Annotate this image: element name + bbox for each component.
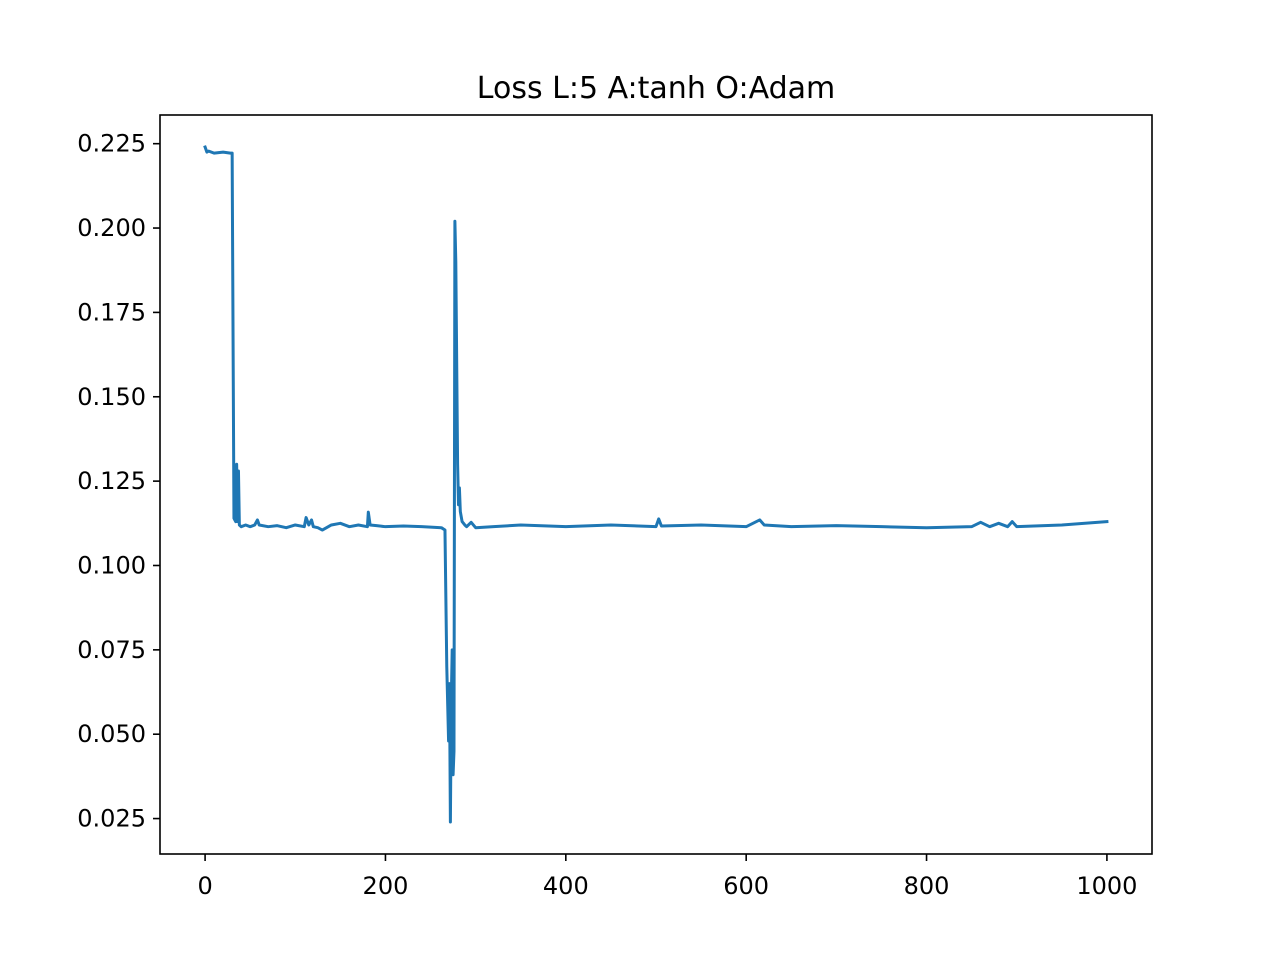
x-tick-label: 400 (543, 872, 589, 900)
x-tick-label: 800 (904, 872, 950, 900)
x-axis: 0 200 400 600 800 1000 (197, 854, 1137, 900)
loss-series-line (203, 145, 1109, 824)
y-tick-label: 0.125 (77, 467, 146, 495)
y-tick-label: 0.025 (77, 805, 146, 833)
x-tick-label: 200 (363, 872, 409, 900)
x-tick-label: 0 (197, 872, 212, 900)
x-tick-label: 600 (723, 872, 769, 900)
y-tick-label: 0.150 (77, 383, 146, 411)
y-tick-label: 0.050 (77, 720, 146, 748)
chart-title: Loss L:5 A:tanh O:Adam (477, 71, 835, 106)
y-tick-label: 0.225 (77, 130, 146, 158)
y-axis: 0.025 0.050 0.075 0.100 0.125 0.150 0.175 0.200… (77, 130, 160, 833)
plot-area-frame (159, 114, 1153, 855)
y-tick-label: 0.175 (77, 298, 146, 326)
y-tick-label: 0.200 (77, 214, 146, 242)
x-tick-label: 1000 (1076, 872, 1137, 900)
y-tick-label: 0.075 (77, 636, 146, 664)
y-tick-label: 0.100 (77, 551, 146, 579)
